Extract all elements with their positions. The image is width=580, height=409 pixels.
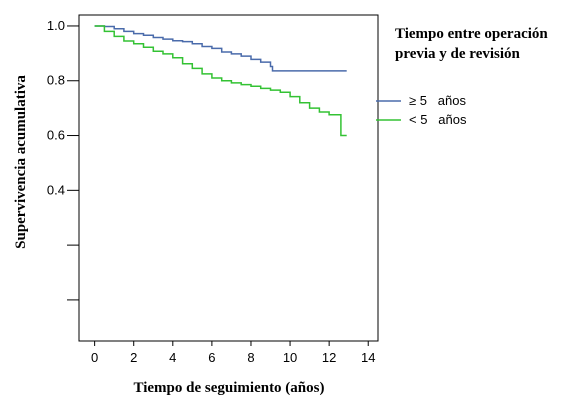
series-line-0 xyxy=(94,25,347,72)
x-tick-label: 10 xyxy=(283,350,297,365)
x-tick-label: 8 xyxy=(247,350,254,365)
y-tick-label: 0.8 xyxy=(47,73,65,88)
legend-title-line-2: previa y de revisión xyxy=(395,46,521,62)
series-line-1 xyxy=(94,25,347,137)
y-tick-label: 1.0 xyxy=(47,18,65,33)
legend-title-line-1: Tiempo entre operación xyxy=(395,26,548,42)
y-axis-ticks: 1.0 0.8 0.6 0.4 xyxy=(47,18,79,301)
legend-label-lt5: < 5 años xyxy=(409,112,467,127)
x-tick-label: 12 xyxy=(322,350,336,365)
x-tick-label: 0 xyxy=(91,350,98,365)
x-axis-ticks: 0 2 4 6 8 10 12 14 xyxy=(91,341,375,365)
x-tick-label: 14 xyxy=(361,350,375,365)
y-tick-label: 0.6 xyxy=(47,128,65,143)
x-tick-label: 4 xyxy=(169,350,176,365)
x-axis-label: Tiempo de seguimiento (años) xyxy=(134,380,325,396)
y-tick-label: 0.4 xyxy=(47,182,65,197)
plot-frame xyxy=(78,14,379,342)
y-axis-label: Supervivencia acumulativa xyxy=(13,75,29,249)
x-tick-label: 2 xyxy=(130,350,137,365)
x-tick-label: 6 xyxy=(208,350,215,365)
legend-label-ge5: ≥ 5 años xyxy=(409,93,467,108)
series-layer xyxy=(94,25,347,137)
